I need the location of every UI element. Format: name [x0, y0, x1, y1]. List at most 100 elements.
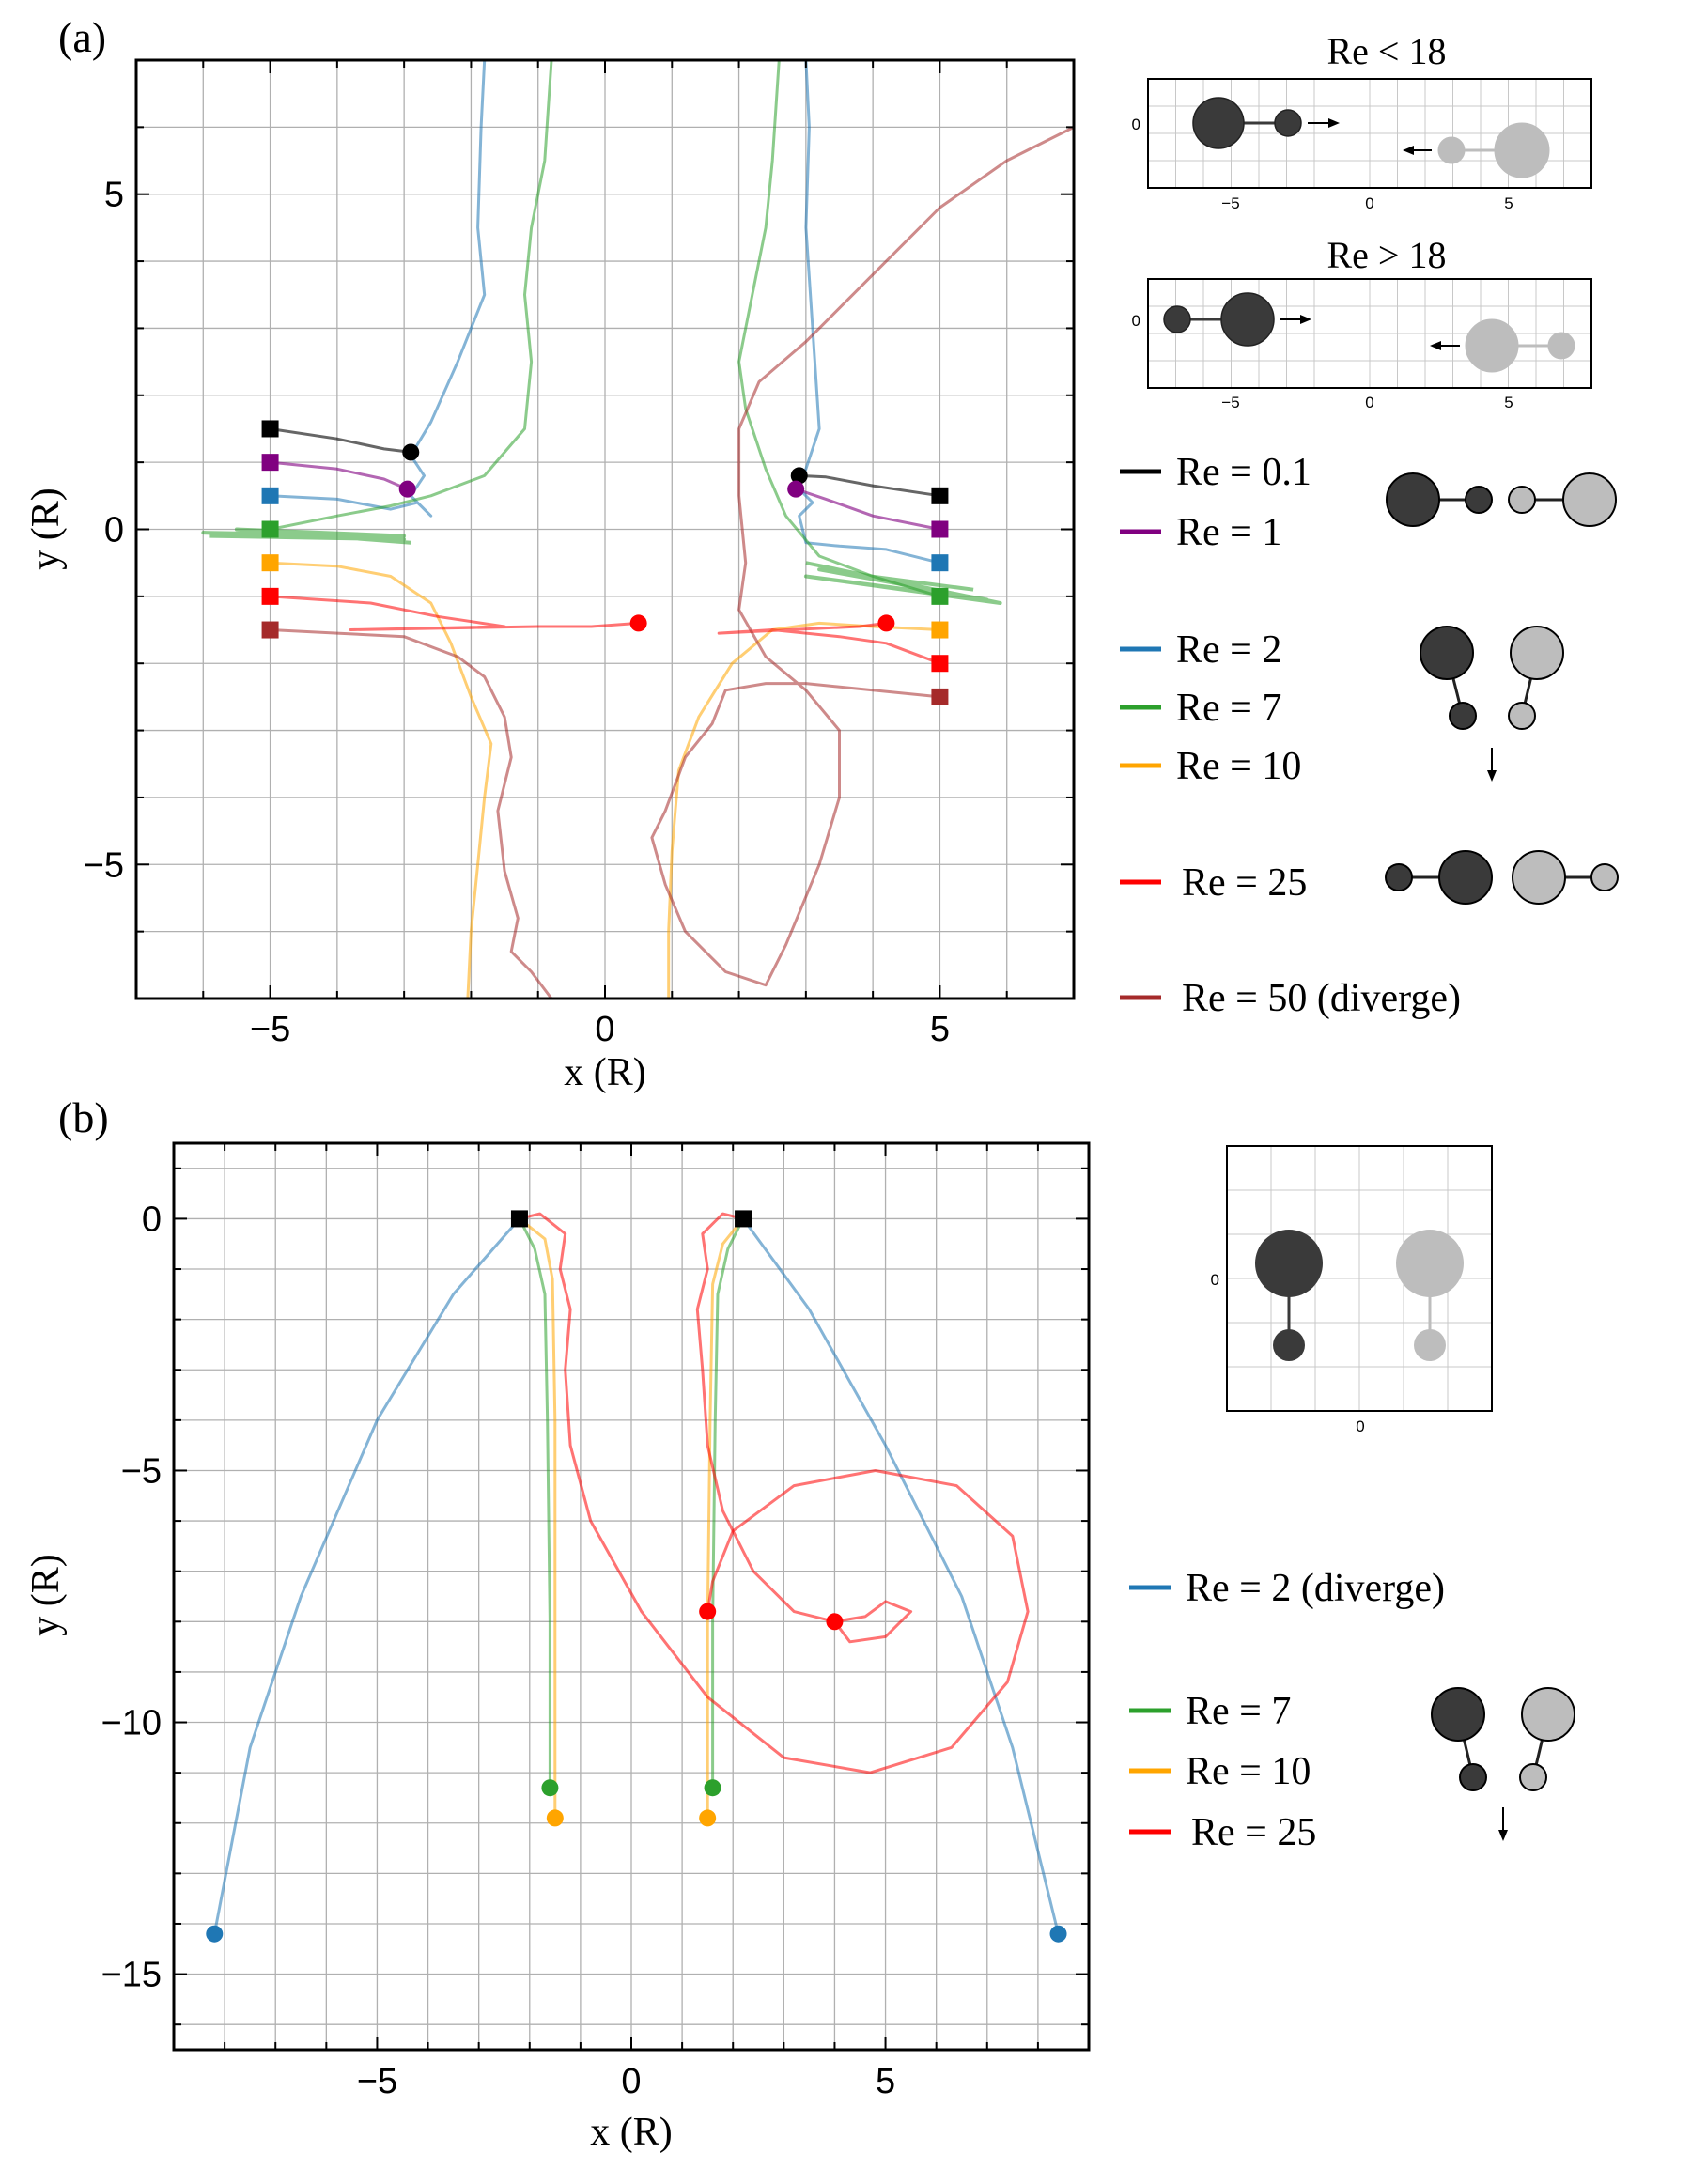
panel-a-label: (a) — [58, 13, 106, 61]
sphere-dark-large — [1431, 1687, 1485, 1742]
end-marker-dot — [1049, 1925, 1067, 1943]
end-marker-dot — [699, 1603, 717, 1620]
start-marker-square — [510, 1210, 528, 1228]
panel-b-legend: Re = 2 (diverge) Re = 7 Re = 10 Re = 25 — [1129, 1567, 1445, 1854]
inset-bottom-big-sphere-right — [1465, 318, 1519, 373]
panel-b-grid — [173, 1143, 1090, 2050]
panel-a-markers — [261, 420, 949, 705]
legend-label: Re = 7 — [1176, 687, 1281, 730]
trajectory-re-7-right-oscillation — [803, 561, 1002, 605]
trajectory-re-7-right — [711, 1217, 745, 1789]
trajectory-re-25-left — [270, 595, 639, 631]
legend-item-re-50: Re = 50 (diverge) — [1120, 977, 1461, 1020]
legend-item-re-10: Re = 10 — [1129, 1750, 1311, 1793]
legend-item-re-1: Re = 1 — [1120, 511, 1281, 554]
arrow-left-icon — [1430, 341, 1441, 350]
start-marker-square — [931, 587, 949, 605]
config-icon-hanging-b — [1431, 1687, 1575, 1841]
start-marker-square — [931, 554, 949, 572]
inset-b-xtick: 0 — [1356, 1417, 1364, 1435]
x-tick-label: 0 — [621, 2062, 641, 2101]
config-icon-hanging-a — [1420, 626, 1564, 782]
inset-top-xtick-neg5: −5 — [1221, 194, 1239, 212]
start-marker-square — [261, 487, 279, 504]
legend-label: Re = 10 — [1186, 1750, 1311, 1793]
panel-b-trajectories — [212, 1212, 1060, 1935]
sphere-light-small — [1590, 863, 1619, 891]
panel-a-inset-top: Re < 18 0 −5 0 5 — [1132, 30, 1592, 212]
start-marker-square — [261, 621, 279, 639]
panel-b-ticks: −5 0 5 0 −5 −10 −15 — [101, 1143, 1090, 2101]
y-tick-label: 0 — [142, 1200, 162, 1239]
trajectory-re-10-right — [667, 621, 940, 999]
sphere-light-large — [1510, 626, 1564, 680]
sphere-dark-large — [1255, 1230, 1323, 1297]
y-tick-label: −5 — [84, 845, 124, 885]
inset-bottom-xtick-0: 0 — [1365, 394, 1373, 411]
sphere-dark-large — [1420, 626, 1474, 680]
sphere-light-small — [1508, 702, 1536, 730]
sphere-light-large — [1521, 1687, 1575, 1742]
trajectory-re-10-right — [706, 1217, 745, 1819]
end-marker-dot — [699, 1809, 717, 1827]
end-marker-dot — [790, 467, 808, 485]
inset-top-big-sphere-left — [1192, 97, 1245, 149]
end-marker-dot — [704, 1779, 721, 1797]
trajectory-re-10-left — [519, 1217, 557, 1819]
trajectory-re-2-left — [270, 59, 487, 518]
y-tick-label: 0 — [104, 511, 124, 550]
x-tick-label: −5 — [357, 2062, 397, 2101]
sphere-dark-small — [1273, 1329, 1305, 1361]
sphere-dark-small — [1385, 863, 1413, 891]
trajectory-re-10-left — [270, 561, 493, 999]
trajectory-re-7-left — [518, 1217, 551, 1789]
panel-b-inset: 0 0 — [1211, 1145, 1493, 1435]
trajectory-re-7-left-oscillation — [201, 527, 411, 545]
end-marker-dot — [787, 480, 805, 498]
inset-b-frame — [1226, 1145, 1493, 1412]
trajectory-re-2-left — [212, 1217, 521, 1934]
panel-a-ylabel: y (R) — [24, 488, 68, 570]
end-marker-dot — [877, 614, 895, 632]
panel-a: (a) −5 0 5 −5 0 5 x (R) y (R) Re < 18 0 −5 0 … — [24, 13, 1619, 1094]
x-tick-label: 5 — [930, 1010, 950, 1049]
start-marker-square — [931, 688, 949, 705]
legend-item-re-0-1: Re = 0.1 — [1120, 451, 1311, 494]
end-marker-dot — [398, 480, 416, 498]
legend-label: Re = 25 — [1182, 861, 1307, 905]
legend-item-re-10: Re = 10 — [1120, 745, 1301, 788]
legend-item-re-2-diverge: Re = 2 (diverge) — [1129, 1567, 1445, 1610]
start-marker-square — [261, 587, 279, 605]
end-marker-dot — [629, 614, 647, 632]
legend-item-re-25: Re = 25 — [1120, 861, 1307, 905]
y-tick-label: −15 — [101, 1956, 162, 1995]
legend-item-re-2: Re = 2 — [1120, 628, 1281, 672]
trajectory-re-7-right — [737, 59, 940, 598]
panel-b-markers — [206, 1210, 1067, 1943]
sphere-light-small — [1519, 1763, 1547, 1791]
inset-bottom-big-sphere-left — [1220, 292, 1275, 347]
start-marker-square — [931, 520, 949, 538]
inset-top-title: Re < 18 — [1327, 30, 1447, 72]
config-icon-collinear-a — [1386, 472, 1617, 527]
sphere-light-large — [1396, 1230, 1464, 1297]
inset-bottom-title: Re > 18 — [1327, 234, 1447, 276]
start-marker-square — [261, 554, 279, 572]
panel-b-ylabel: y (R) — [24, 1554, 68, 1636]
inset-top-small-sphere-right — [1437, 136, 1466, 164]
end-marker-dot — [826, 1613, 844, 1631]
sphere-dark-large — [1386, 472, 1440, 527]
end-marker-dot — [402, 443, 420, 461]
sphere-light-large — [1512, 850, 1566, 905]
y-tick-label: −5 — [121, 1451, 162, 1491]
inset-top-xtick-5: 5 — [1504, 194, 1513, 212]
panel-b: (b) −5 0 5 0 −5 −10 −15 x (R) y (R) 0 0 Re = 2… — [24, 1093, 1575, 2154]
sphere-dark-small — [1465, 486, 1493, 514]
arrow-left-icon — [1403, 146, 1414, 155]
trajectory-re-25-left — [519, 1212, 1030, 1774]
x-tick-label: −5 — [250, 1010, 290, 1049]
legend-label: Re = 2 (diverge) — [1186, 1567, 1445, 1610]
legend-label: Re = 25 — [1191, 1811, 1316, 1854]
start-marker-square — [261, 454, 279, 472]
